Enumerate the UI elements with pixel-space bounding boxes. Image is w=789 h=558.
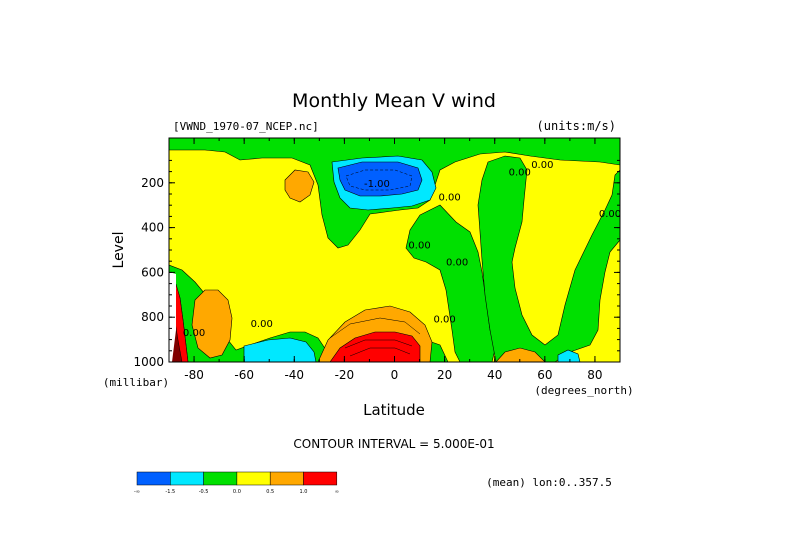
contour-label: 0.00: [408, 241, 430, 252]
y-axis: 200 400 600 800 1000: [133, 159, 620, 369]
contour-field: [169, 138, 620, 362]
contour-label: 0.00: [433, 314, 455, 325]
colorbar-swatch: [236, 471, 271, 486]
contour-interval: CONTOUR INTERVAL = 5.000E-01: [293, 437, 494, 451]
colorbar-label: 0.5: [266, 489, 274, 495]
units-label: (units:m/s): [537, 119, 616, 133]
x-axis-units: (degrees_north): [534, 384, 633, 397]
contour-labels: 0.000.00-1.000.000.000.000.00 0.000.000.0…: [183, 160, 621, 339]
x-tick-label: -20: [335, 368, 355, 382]
y-tick-label: 200: [141, 176, 164, 190]
colorbar-label: -0.5: [199, 489, 209, 495]
y-tick-label: 400: [141, 221, 164, 235]
colorbar-label: 0.0: [233, 489, 241, 495]
y-axis-label: Level: [111, 232, 127, 269]
chart-title: Monthly Mean V wind: [292, 90, 496, 112]
dataset-label: [VWND_1970-07_NCEP.nc]: [173, 120, 319, 133]
contour-line: [344, 339, 413, 349]
region-orange-left: [191, 289, 233, 359]
y-tick-label: 800: [141, 310, 164, 324]
y-tick-label: 1000: [133, 355, 164, 369]
x-tick-label: -60: [234, 368, 254, 382]
region-blue-core: [337, 161, 423, 197]
region-red-center: [329, 331, 421, 362]
x-tick-label: 60: [537, 368, 552, 382]
y-axis-units: (millibar): [103, 376, 169, 389]
colorbar-swatch: [136, 471, 171, 486]
colorbar: -∞ -1.5 -0.5 0.0 0.5 1.0 ∞: [134, 471, 339, 495]
contour-line: [349, 347, 411, 357]
contour-label: 0.00: [509, 168, 531, 179]
contour-label: 0.00: [251, 319, 273, 330]
colorbar-label: 1.0: [300, 489, 308, 495]
x-tick-label: 20: [437, 368, 452, 382]
x-tick-label: 80: [587, 368, 602, 382]
contour-label: 0.00: [183, 328, 205, 339]
region-orange-right: [495, 347, 546, 362]
x-tick-label: -40: [284, 368, 304, 382]
colorbar-swatch: [203, 471, 238, 486]
x-axis: -80 -60 -40 -20 0 20 40 60 80: [168, 138, 621, 382]
contour-label: 0.00: [531, 160, 553, 171]
contour-label: 0.00: [446, 257, 468, 268]
colorbar-label: ∞: [335, 489, 339, 495]
contour-line: [329, 317, 421, 339]
region-neg-mid-column: [405, 204, 497, 362]
x-axis-label: Latitude: [363, 401, 425, 419]
x-tick-label: -80: [184, 368, 204, 382]
x-tick-label: 0: [391, 368, 399, 382]
region-cyan-lower-left: [243, 337, 317, 362]
colorbar-label: -∞: [134, 489, 140, 495]
region-label: (mean) lon:0..357.5: [486, 476, 612, 489]
contour-label: -1.00: [364, 179, 390, 190]
y-tick-label: 600: [141, 265, 164, 279]
colorbar-swatch: [269, 471, 304, 486]
x-tick-label: 40: [487, 368, 502, 382]
region-orange-upper: [284, 169, 315, 203]
colorbar-swatch: [303, 471, 338, 486]
contour-label: 0.00: [599, 209, 621, 220]
colorbar-label: -1.5: [165, 489, 175, 495]
colorbar-swatch: [170, 471, 204, 486]
contour-label: 0.00: [438, 192, 460, 203]
region-neg-right-column: [477, 155, 620, 362]
region-cyan-lower-right: [557, 349, 581, 362]
